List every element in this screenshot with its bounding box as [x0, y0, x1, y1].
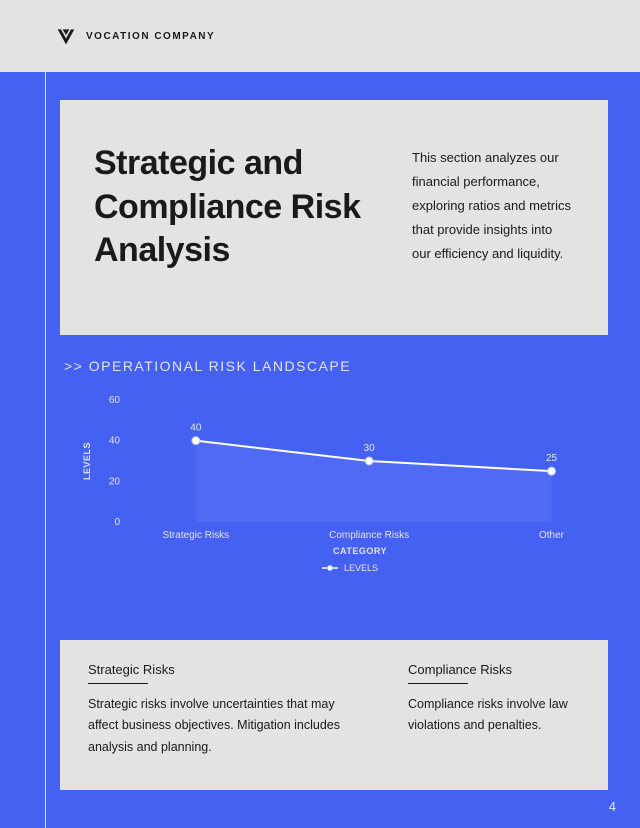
svg-text:0: 0: [114, 517, 120, 528]
chart-area: 0 20 40 60 LEVELS 40 30 25 Strategic Risks Compli…: [60, 392, 608, 572]
card-strategic-risks: Strategic Risks Strategic risks involve …: [88, 662, 368, 768]
page-description: This section analyzes our financial perf…: [412, 142, 574, 266]
svg-text:Compliance Risks: Compliance Risks: [329, 530, 409, 541]
card-compliance-risks: Compliance Risks Compliance risks involv…: [408, 662, 588, 768]
svg-text:Strategic Risks: Strategic Risks: [162, 530, 229, 541]
chart-section: >> OPERATIONAL RISK LANDSCAPE 0 20 40 60 LEV…: [60, 358, 608, 572]
page-title: Strategic and Compliance Risk Analysis: [94, 142, 384, 273]
svg-text:30: 30: [364, 443, 376, 454]
svg-text:LEVELS: LEVELS: [82, 442, 92, 480]
svg-text:25: 25: [546, 453, 558, 464]
card-rule: [88, 683, 148, 684]
card-body: Compliance risks involve law violations …: [408, 694, 588, 737]
vertical-rule: [45, 72, 46, 828]
chart-header: >> OPERATIONAL RISK LANDSCAPE: [60, 358, 608, 374]
card-body: Strategic risks involve uncertainties th…: [88, 694, 368, 758]
svg-text:Other: Other: [539, 530, 565, 541]
page-number: 4: [609, 799, 616, 814]
svg-text:40: 40: [109, 436, 121, 447]
card-title: Compliance Risks: [408, 662, 588, 677]
svg-text:LEVELS: LEVELS: [344, 563, 378, 572]
info-cards: Strategic Risks Strategic risks involve …: [60, 640, 608, 790]
company-name: VOCATION COMPANY: [86, 31, 215, 42]
chart-header-text: OPERATIONAL RISK LANDSCAPE: [89, 358, 351, 374]
company-logo-icon: [56, 26, 76, 46]
svg-text:60: 60: [109, 395, 121, 406]
title-card: Strategic and Compliance Risk Analysis T…: [60, 100, 608, 335]
card-rule: [408, 683, 468, 684]
svg-text:40: 40: [190, 423, 202, 434]
svg-text:20: 20: [109, 476, 121, 487]
svg-text:CATEGORY: CATEGORY: [333, 546, 387, 556]
header-bar: VOCATION COMPANY: [0, 0, 640, 72]
card-title: Strategic Risks: [88, 662, 368, 677]
risk-chart: 0 20 40 60 LEVELS 40 30 25 Strategic Risks Compli…: [60, 392, 608, 572]
chart-header-prefix: >>: [64, 358, 83, 374]
